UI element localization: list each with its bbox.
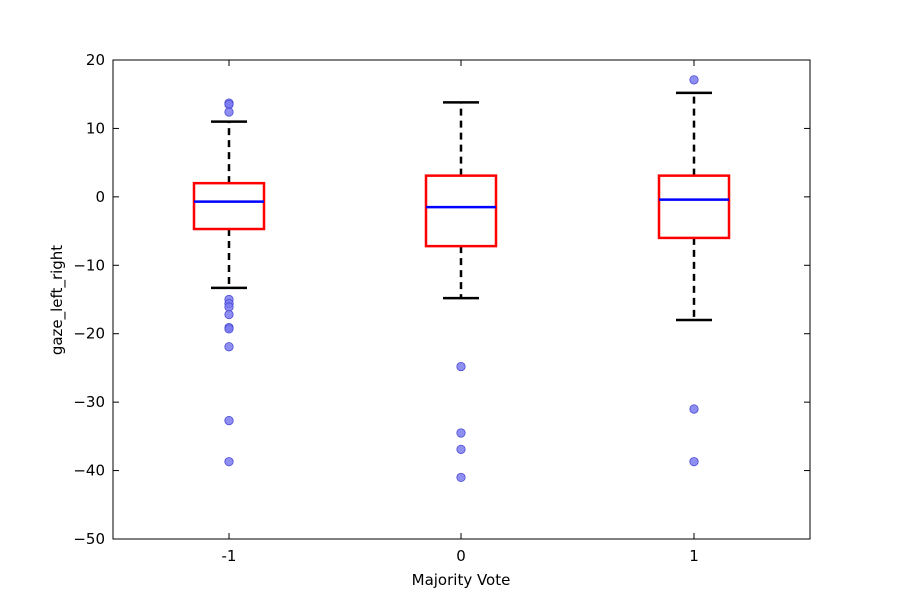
y-tick-label: 20 bbox=[86, 51, 105, 69]
x-tick-label: 1 bbox=[689, 547, 699, 565]
outlier-point bbox=[224, 324, 234, 334]
y-tick-label: 10 bbox=[86, 119, 105, 137]
outlier-point bbox=[456, 472, 466, 483]
x-tick-label: -1 bbox=[222, 547, 237, 565]
outlier-point bbox=[456, 428, 466, 438]
outlier-point bbox=[456, 444, 466, 454]
y-tick-label: −50 bbox=[73, 530, 105, 548]
y-tick-label: −10 bbox=[73, 256, 105, 274]
y-tick-label: 0 bbox=[95, 188, 105, 206]
outlier-point bbox=[689, 457, 699, 467]
x-tick-label: 0 bbox=[456, 547, 466, 565]
y-axis-label: gaze_left_right bbox=[48, 245, 67, 355]
outlier-point bbox=[224, 107, 234, 117]
outlier-point bbox=[224, 309, 234, 320]
x-axis-label: Majority Vote bbox=[412, 571, 511, 589]
box-group--1 bbox=[192, 98, 266, 467]
box-iqr bbox=[657, 174, 731, 240]
outlier-point bbox=[456, 361, 466, 372]
chart-marks bbox=[192, 75, 731, 483]
box-group-1 bbox=[657, 75, 731, 467]
outlier-point bbox=[689, 75, 699, 85]
box-iqr bbox=[424, 174, 498, 248]
box-iqr bbox=[192, 181, 266, 231]
axes: −50 −40 −30 −20 −10 0 10 20 -1 0 1 bbox=[73, 51, 810, 565]
outlier-point bbox=[689, 404, 699, 414]
box-group-0 bbox=[424, 101, 498, 483]
y-tick-label: −40 bbox=[73, 462, 105, 480]
outlier-point bbox=[224, 342, 234, 352]
y-tick-label: −20 bbox=[73, 325, 105, 343]
outlier-point bbox=[224, 457, 234, 467]
y-tick-label: −30 bbox=[73, 393, 105, 411]
plot-area bbox=[112, 59, 811, 540]
outlier-point bbox=[224, 416, 234, 426]
